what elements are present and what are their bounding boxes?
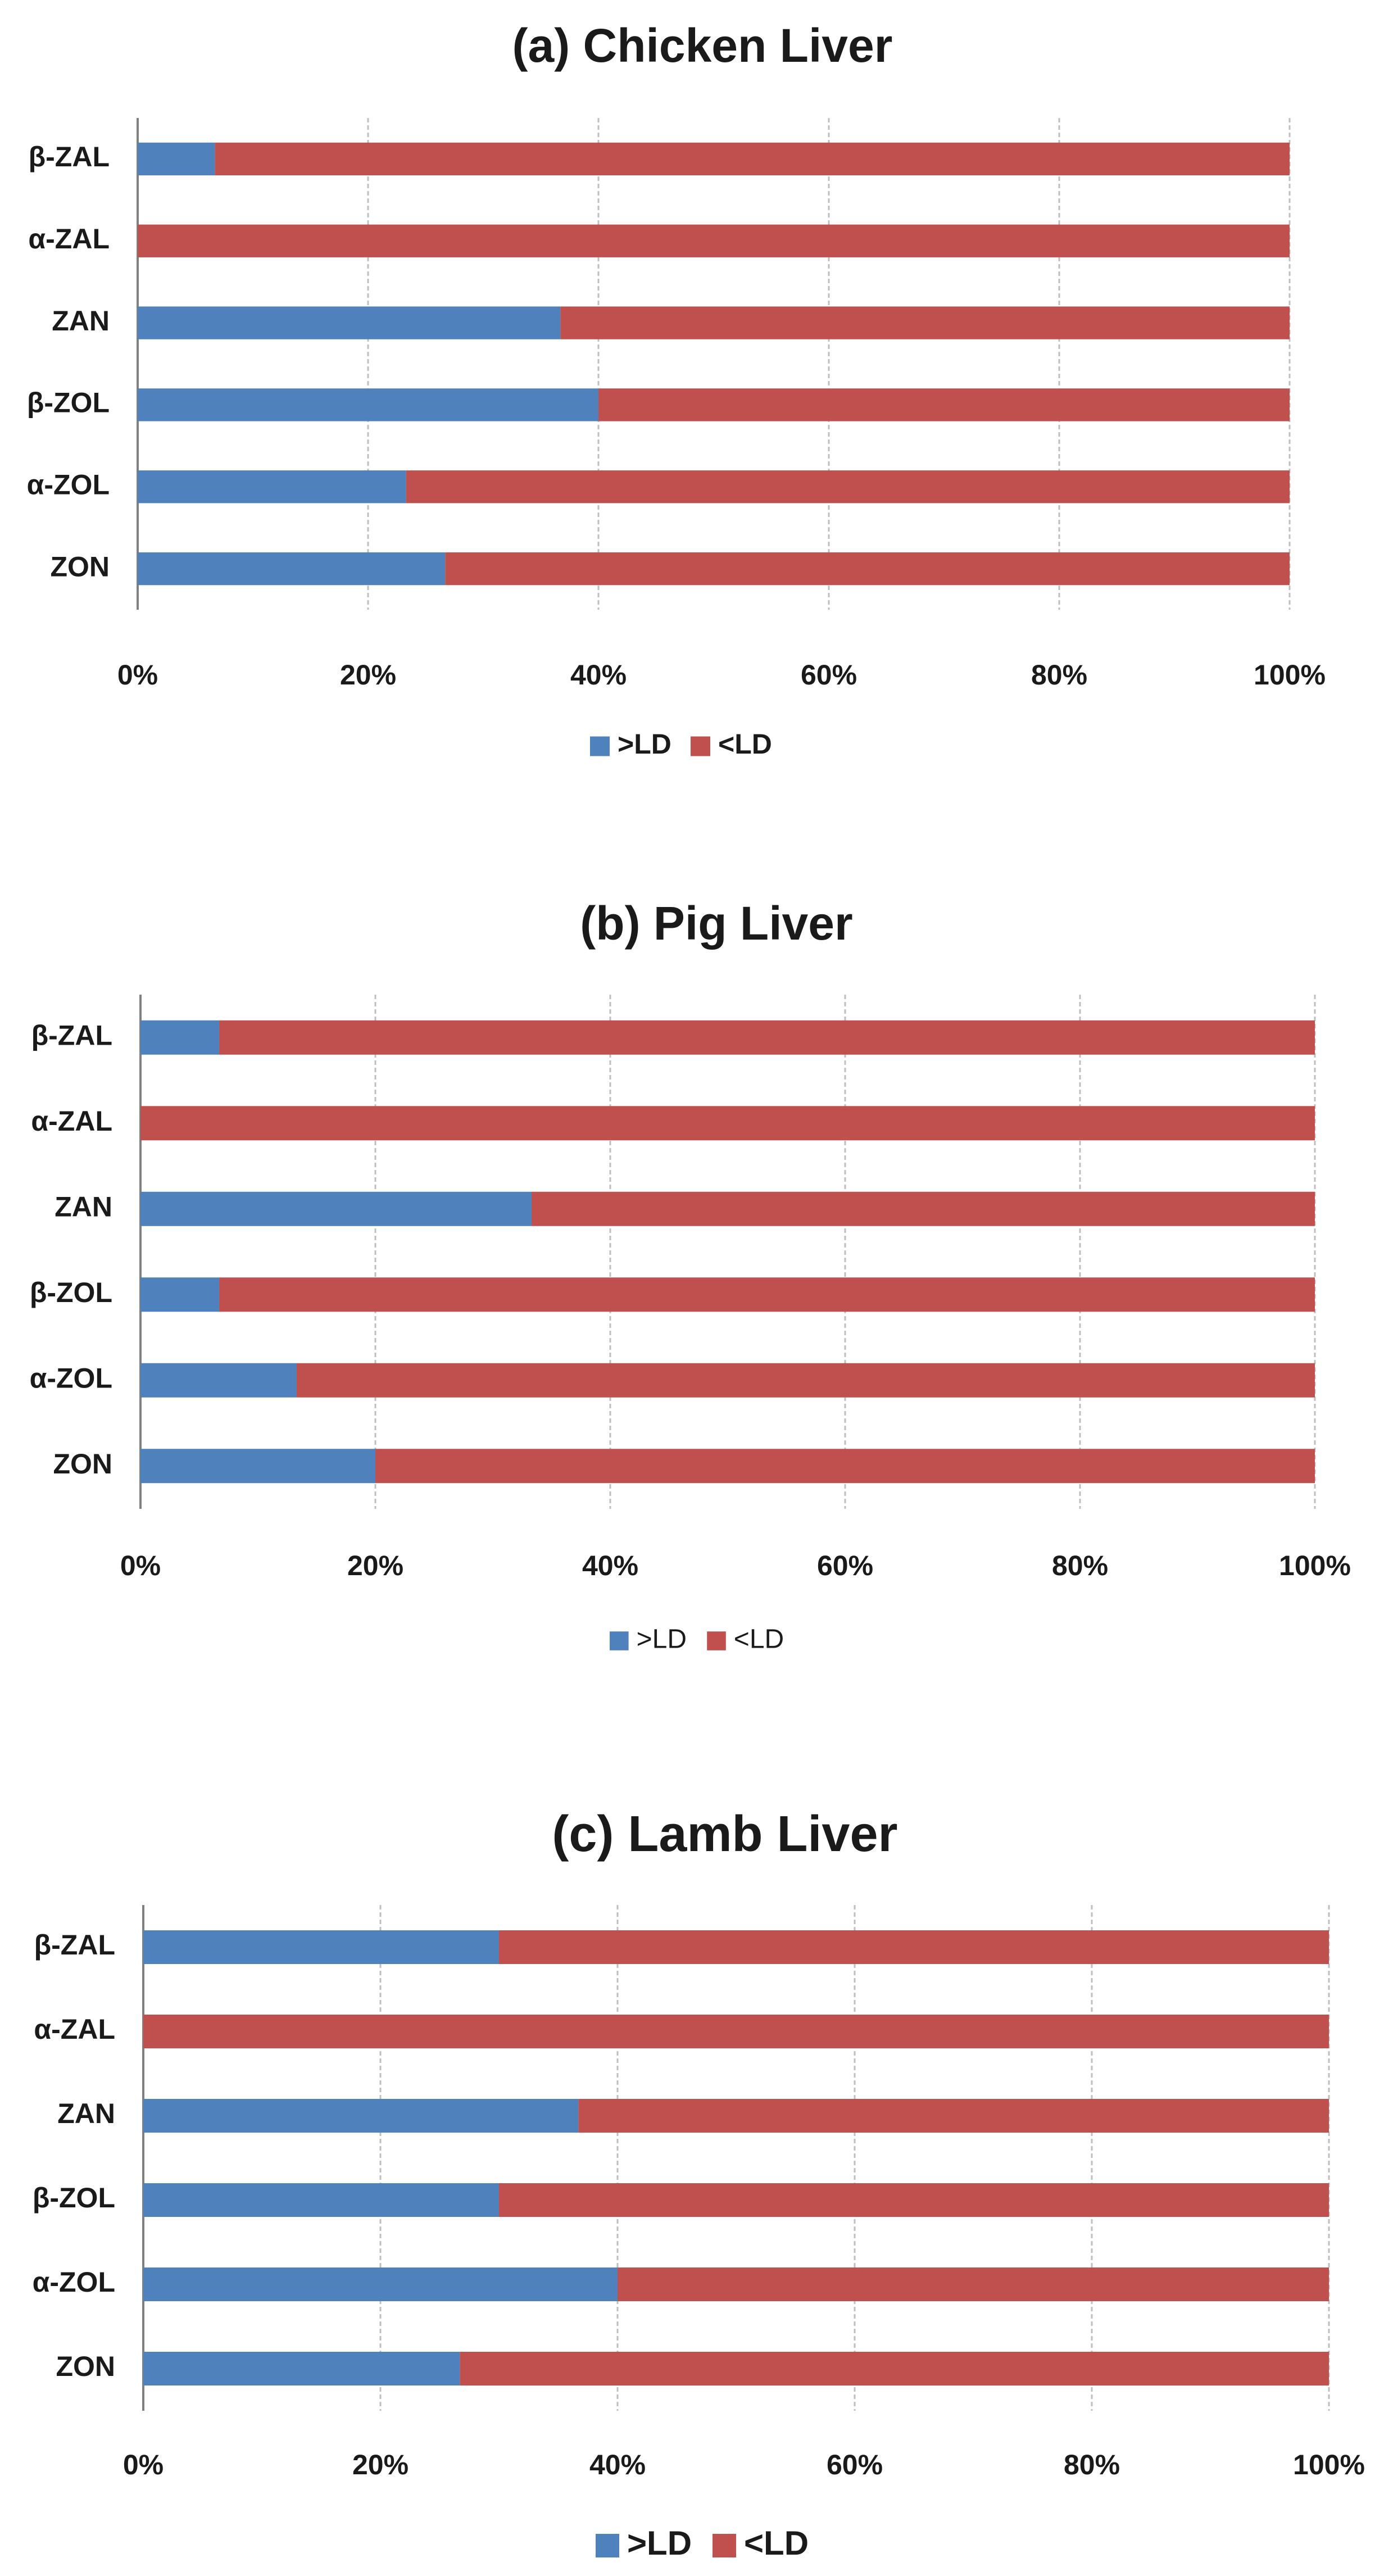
bar-above-ld [140,1363,297,1398]
bar-below-ld [296,1363,1315,1398]
legend-label: >LD [637,1625,687,1654]
bar-above-ld [143,2352,460,2385]
chart-title: (b) Pig Liver [580,897,852,950]
bar-above-ld [138,470,406,504]
legend-swatch-below-ld [691,736,710,756]
bar-below-ld [499,2183,1329,2217]
bar-below-ld [140,1106,1315,1141]
bar-below-ld [560,306,1290,339]
legend-swatch-below-ld [713,2534,736,2557]
x-tick-label: 60% [827,2449,883,2480]
bar-below-ld [445,552,1290,586]
bar-below-ld [460,2352,1329,2385]
legend-swatch-above-ld [610,1631,629,1650]
y-tick-label: α-ZAL [28,223,110,255]
bar-below-ld [598,388,1290,421]
x-tick-label: 80% [1052,1550,1108,1581]
bar-above-ld [143,2267,618,2301]
y-tick-label: α-ZAL [31,1105,112,1137]
y-tick-label: α-ZOL [30,1362,112,1394]
bar-below-ld [219,1277,1315,1312]
y-tick-label: α-ZOL [33,2266,115,2298]
y-tick-label: β-ZAL [34,1929,115,1961]
x-tick-label: 80% [1031,659,1087,691]
bar-below-ld [143,2015,1329,2048]
x-tick-label: 0% [117,659,158,691]
y-tick-label: β-ZAL [29,141,110,173]
bar-below-ld [215,142,1290,176]
y-tick-label: ZON [53,1448,112,1480]
bar-above-ld [140,1449,375,1484]
legend-label: <LD [718,728,772,760]
x-tick-label: 40% [570,659,627,691]
bar-above-ld [143,2183,499,2217]
bar-above-ld [138,388,598,421]
bar-above-ld [140,1020,220,1055]
y-tick-label: β-ZAL [31,1019,112,1051]
legend-swatch-below-ld [707,1631,726,1650]
legend-label: >LD [618,728,671,760]
y-tick-label: α-ZAL [34,2013,115,2045]
x-tick-label: 40% [589,2449,646,2480]
x-tick-label: 20% [340,659,396,691]
bar-above-ld [138,552,446,586]
bar-below-ld [219,1020,1315,1055]
x-tick-label: 100% [1279,1550,1351,1581]
x-tick-label: 60% [817,1550,873,1581]
x-tick-label: 60% [801,659,857,691]
y-tick-label: β-ZOL [27,387,110,419]
x-tick-label: 20% [347,1550,403,1581]
x-tick-label: 100% [1254,659,1326,691]
x-tick-label: 100% [1293,2449,1365,2480]
legend-label: <LD [734,1625,784,1654]
y-tick-label: ZAN [52,305,110,337]
legend-swatch-above-ld [590,736,610,756]
y-tick-label: α-ZOL [27,469,110,500]
bar-above-ld [143,2099,579,2133]
legend-label: >LD [627,2524,692,2562]
chart-title: (a) Chicken Liver [512,19,893,72]
x-tick-label: 80% [1064,2449,1120,2480]
bar-above-ld [140,1191,532,1226]
y-tick-label: β-ZOL [33,2182,115,2214]
bar-below-ld [375,1449,1315,1484]
legend-swatch-above-ld [596,2534,619,2557]
x-tick-label: 0% [120,1550,161,1581]
bar-below-ld [618,2267,1329,2301]
x-tick-label: 40% [582,1550,638,1581]
y-tick-label: ZON [56,2351,115,2382]
y-tick-label: ZAN [55,1191,112,1222]
bar-above-ld [143,1930,499,1964]
y-tick-label: β-ZOL [30,1277,112,1308]
bar-above-ld [140,1277,220,1312]
chart-title: (c) Lamb Liver [552,1806,897,1862]
bar-below-ld [578,2099,1329,2133]
y-tick-label: ZON [50,551,110,582]
legend-label: <LD [744,2524,809,2562]
bar-above-ld [138,306,561,339]
bar-below-ld [531,1191,1315,1226]
x-tick-label: 20% [352,2449,409,2480]
x-tick-label: 0% [123,2449,164,2480]
y-tick-label: ZAN [57,2098,115,2129]
bar-below-ld [499,1930,1329,1964]
bar-above-ld [138,142,215,176]
bar-below-ld [138,224,1290,257]
bar-below-ld [406,470,1290,504]
